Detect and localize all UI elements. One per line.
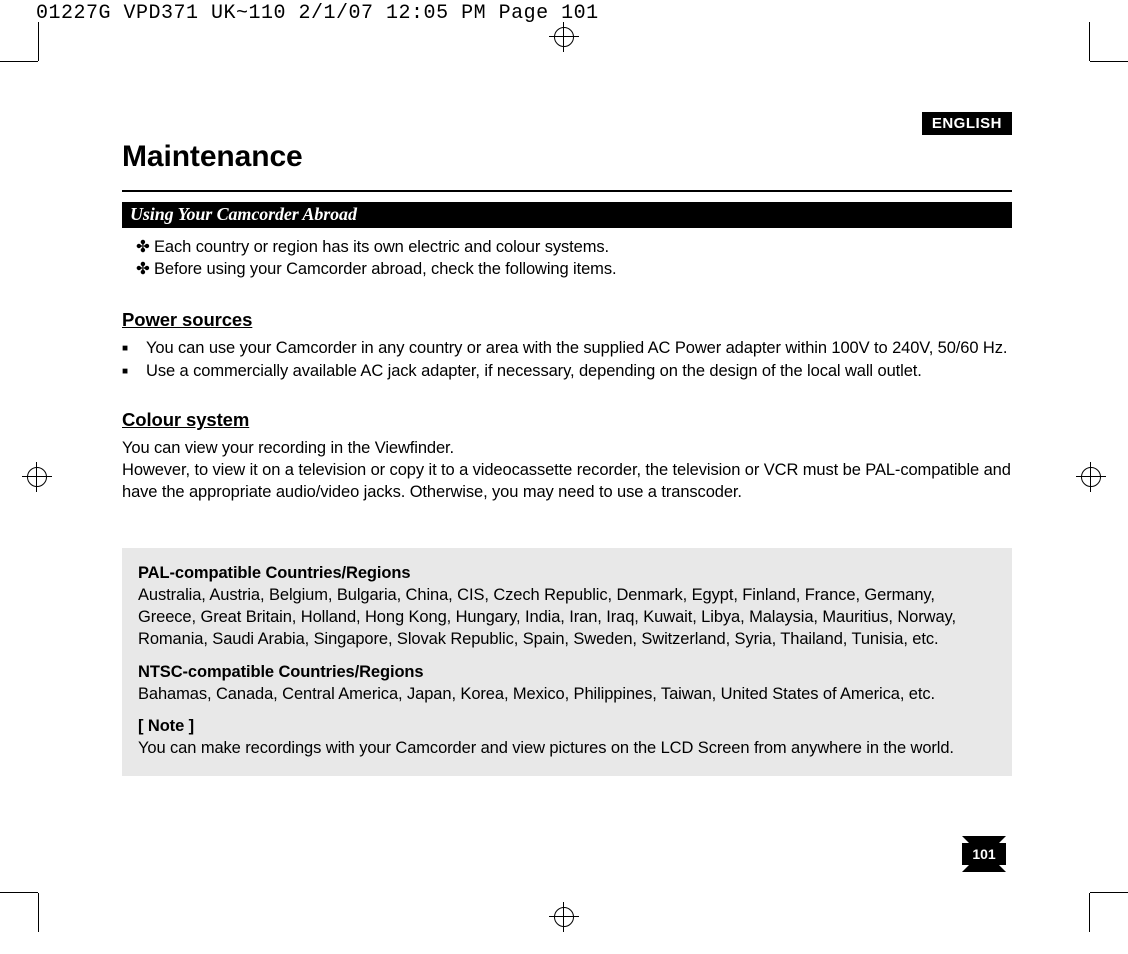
prepress-header: 01227G VPD371 UK~110 2/1/07 12:05 PM Pag…: [36, 2, 599, 25]
list-item-text: Before using your Camcorder abroad, chec…: [154, 258, 616, 280]
registration-mark-icon: [1076, 462, 1106, 492]
note-heading: [ Note ]: [138, 715, 996, 737]
content-area: ENGLISH Maintenance Using Your Camcorder…: [122, 112, 1012, 776]
pal-block: PAL-compatible Countries/Regions Austral…: [138, 562, 996, 651]
flower-bullet-icon: ✤: [136, 258, 154, 280]
pal-heading: PAL-compatible Countries/Regions: [138, 562, 996, 584]
section-bar: Using Your Camcorder Abroad: [122, 202, 1012, 228]
power-sources-list: ■ You can use your Camcorder in any coun…: [122, 337, 1012, 383]
ntsc-block: NTSC-compatible Countries/Regions Bahama…: [138, 661, 996, 706]
registration-mark-icon: [549, 902, 579, 932]
list-item-text: Each country or region has its own elect…: [154, 236, 609, 258]
list-item: ■ Use a commercially available AC jack a…: [122, 360, 1012, 383]
list-item: ■ You can use your Camcorder in any coun…: [122, 337, 1012, 360]
crop-mark: [0, 61, 38, 62]
power-sources-heading: Power sources: [122, 309, 1012, 331]
language-tag: ENGLISH: [922, 112, 1012, 135]
list-item-text: You can use your Camcorder in any countr…: [146, 337, 1007, 360]
square-bullet-icon: ■: [122, 360, 146, 383]
ntsc-heading: NTSC-compatible Countries/Regions: [138, 661, 996, 683]
registration-mark-icon: [22, 462, 52, 492]
page-number: 101: [962, 846, 1006, 862]
crop-mark: [0, 892, 38, 893]
intro-bullet-list: ✤ Each country or region has its own ele…: [136, 236, 1012, 281]
crop-mark: [38, 22, 39, 61]
note-body: You can make recordings with your Camcor…: [138, 737, 996, 759]
title-rule: [122, 190, 1012, 192]
crop-mark: [1089, 893, 1090, 932]
note-block: [ Note ] You can make recordings with yo…: [138, 715, 996, 760]
colour-system-heading: Colour system: [122, 409, 1012, 431]
ntsc-body: Bahamas, Canada, Central America, Japan,…: [138, 683, 996, 705]
page-number-ornament: 101: [962, 836, 1006, 872]
crop-mark: [1090, 892, 1128, 893]
page-title: Maintenance: [122, 140, 1012, 174]
list-item: ✤ Before using your Camcorder abroad, ch…: [136, 258, 1012, 280]
list-item-text: Use a commercially available AC jack ada…: [146, 360, 922, 383]
list-item: ✤ Each country or region has its own ele…: [136, 236, 1012, 258]
square-bullet-icon: ■: [122, 337, 146, 360]
info-box: PAL-compatible Countries/Regions Austral…: [122, 548, 1012, 776]
colour-system-paragraph: You can view your recording in the Viewf…: [122, 437, 1012, 504]
crop-mark: [1090, 61, 1128, 62]
crop-mark: [38, 893, 39, 932]
registration-mark-icon: [549, 22, 579, 52]
crop-mark: [1089, 22, 1090, 61]
pal-body: Australia, Austria, Belgium, Bulgaria, C…: [138, 584, 996, 651]
page-root: 01227G VPD371 UK~110 2/1/07 12:05 PM Pag…: [0, 0, 1128, 954]
flower-bullet-icon: ✤: [136, 236, 154, 258]
